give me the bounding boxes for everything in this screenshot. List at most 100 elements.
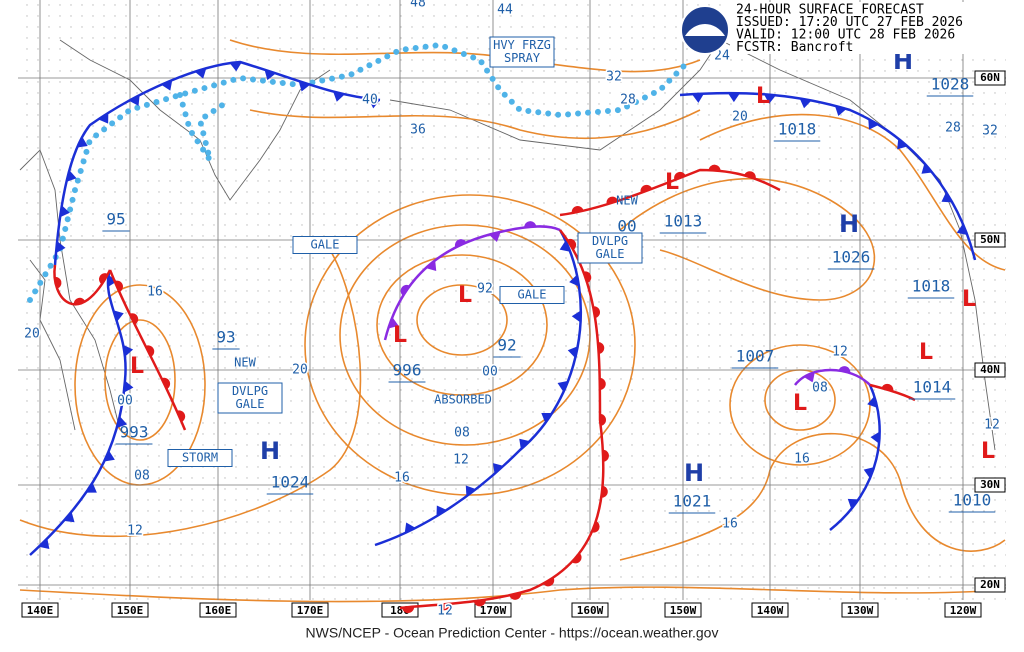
freezing-spray <box>27 41 693 303</box>
front-symbol <box>98 112 109 124</box>
lat-label: 20N <box>980 578 1000 591</box>
front-symbol <box>870 431 880 444</box>
header-line: VALID: 12:00 UTC 28 FEB 2026 <box>736 28 955 43</box>
front-symbol <box>956 223 968 236</box>
front-symbol <box>388 317 399 329</box>
front-symbol <box>333 91 345 102</box>
isobar-label: 00 <box>482 365 498 380</box>
front-symbol <box>264 69 276 81</box>
lon-label: 150W <box>670 604 697 617</box>
front-symbol <box>465 485 476 497</box>
pressure-label: 996 <box>393 361 422 380</box>
lon-label: 140W <box>757 604 784 617</box>
pressure-label: 1013 <box>664 212 703 231</box>
front-symbol <box>591 521 600 533</box>
pressure-label: 1028 <box>931 75 970 94</box>
annotation-box <box>167 449 233 467</box>
low-center: L <box>962 287 976 312</box>
front-symbol <box>763 94 776 104</box>
pressure-label: 1024 <box>271 473 310 492</box>
isobar-label: 16 <box>394 471 410 486</box>
front-symbol <box>400 284 410 296</box>
front-symbol <box>543 577 555 587</box>
front-symbol <box>493 463 504 474</box>
front-symbol <box>863 467 875 479</box>
isobar-label: 20 <box>292 363 308 378</box>
annotation-text: NEW <box>616 194 638 208</box>
pressure-label: 1010 <box>953 491 992 510</box>
lon-label: 160W <box>577 604 604 617</box>
footer: NWS/NCEP - Ocean Prediction Center - htt… <box>306 625 719 641</box>
isobar-label: 20 <box>24 327 40 342</box>
pressure-label: 1014 <box>913 378 952 397</box>
pressure-label: 1026 <box>832 248 871 267</box>
front-symbol <box>66 170 77 182</box>
front-symbol <box>368 98 380 109</box>
front-symbol <box>691 93 704 103</box>
front-symbol <box>454 239 467 248</box>
front-symbol <box>298 81 311 92</box>
lon-label-box <box>841 602 879 618</box>
front-symbol <box>744 171 756 179</box>
isobar-label: 16 <box>794 452 810 467</box>
lon-label-box <box>944 602 982 618</box>
lon-label: 120W <box>950 604 977 617</box>
front-symbol <box>571 552 582 564</box>
lon-label-box <box>571 602 609 618</box>
lon-label-box <box>199 602 237 618</box>
isobar-label: 28 <box>620 93 636 108</box>
lon-label-box <box>474 602 512 618</box>
lat-label: 60N <box>980 71 1000 84</box>
front-symbol <box>116 416 128 428</box>
front-symbol <box>54 276 62 289</box>
low-center: L <box>919 340 933 365</box>
lon-label: 170W <box>480 604 507 617</box>
isobar-label: 08 <box>454 426 470 441</box>
front-symbol <box>708 164 721 171</box>
isobar-label: 36 <box>410 123 426 138</box>
lon-label: 140E <box>27 604 54 617</box>
pressure-label: 92 <box>497 336 516 355</box>
fronts <box>29 60 977 614</box>
front-symbol <box>437 603 450 611</box>
front-symbol <box>425 260 437 272</box>
front-symbol <box>602 449 609 462</box>
front-line <box>383 225 561 341</box>
front-symbol <box>38 538 50 550</box>
front-symbol <box>473 599 486 607</box>
front-symbol <box>176 410 186 422</box>
annotation-text: SPRAY <box>504 51 541 65</box>
high-center: H <box>839 210 859 238</box>
front-symbol <box>60 205 70 218</box>
isobar-label: 12 <box>437 604 453 619</box>
annotation-text: DVLPG <box>232 384 268 398</box>
isobar-label: 12 <box>984 418 1000 433</box>
front-symbol <box>123 380 134 393</box>
lon-label-box <box>21 602 59 618</box>
annotation-text: HVY FRZG <box>493 38 551 52</box>
front-symbol <box>129 313 139 325</box>
lon-label-box <box>664 602 702 618</box>
isobar-label: 44 <box>497 3 513 18</box>
front-symbol <box>114 280 123 293</box>
annotation-box <box>489 36 555 68</box>
annotation-text: DVLPG <box>592 234 628 248</box>
annotation-box <box>292 236 358 254</box>
front-symbol <box>488 231 501 242</box>
front-line <box>53 264 112 306</box>
annotation-box <box>499 286 565 304</box>
low-center: L <box>793 391 807 416</box>
front-line <box>679 91 977 261</box>
front-symbol <box>567 346 578 358</box>
front-symbol <box>129 95 140 106</box>
isobar-label: 12 <box>453 453 469 468</box>
isobar-label: 28 <box>945 121 961 136</box>
lon-label: 160E <box>205 604 232 617</box>
front-symbol <box>559 240 571 252</box>
isobar-label: 16 <box>722 517 738 532</box>
pressure-label: 1018 <box>912 277 951 296</box>
front-symbol <box>55 241 66 254</box>
front-symbol <box>104 450 115 462</box>
